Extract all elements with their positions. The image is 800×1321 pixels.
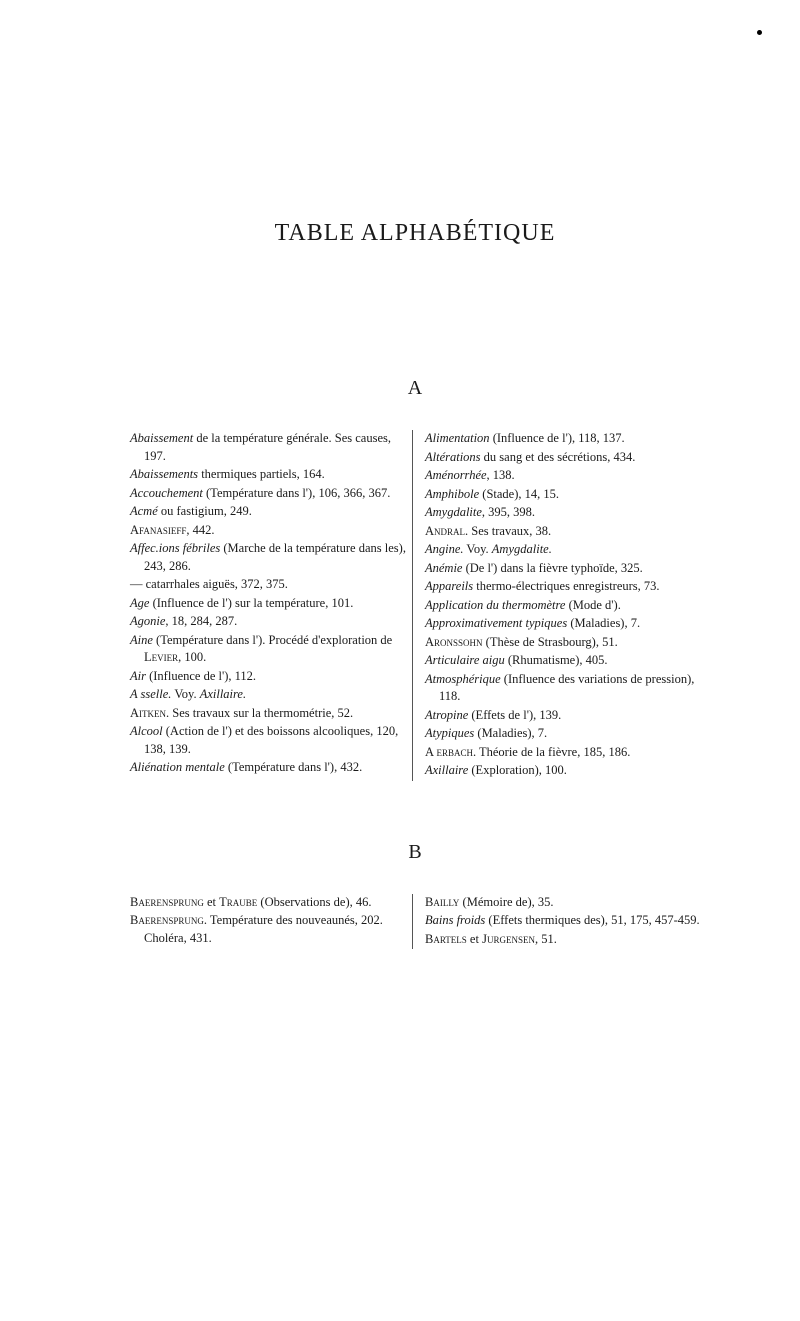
section-a-columns: Abaissement de la température générale. … (130, 430, 700, 781)
index-entry: Appareils thermo-électriques enregistreu… (425, 578, 700, 596)
index-entry: Affec.ions fébriles (Marche de la tempér… (130, 540, 408, 575)
index-entry: Afanasieff, 442. (130, 522, 408, 540)
index-entry: Air (Influence de l'), 112. (130, 668, 408, 686)
index-entry: Altérations du sang et des sécrétions, 4… (425, 449, 700, 467)
index-entry: — catarrhales aiguës, 372, 375. (130, 576, 408, 594)
page-marker (757, 30, 762, 35)
index-entry: Bailly (Mémoire de), 35. (425, 894, 700, 912)
index-entry: Aitken. Ses travaux sur la thermométrie,… (130, 705, 408, 723)
section-b-left-col: Baerensprung et Traube (Observations de)… (130, 894, 413, 950)
section-letter-a: A (130, 377, 700, 400)
index-entry: Aronssohn (Thèse de Strasbourg), 51. (425, 634, 700, 652)
section-b-columns: Baerensprung et Traube (Observations de)… (130, 894, 700, 950)
index-entry: Aine (Température dans l'). Procédé d'ex… (130, 632, 408, 667)
index-entry: Bartels et Jurgensen, 51. (425, 931, 700, 949)
index-entry: Approximativement typiques (Maladies), 7… (425, 615, 700, 633)
index-entry: Accouchement (Température dans l'), 106,… (130, 485, 408, 503)
section-a-left-col: Abaissement de la température générale. … (130, 430, 413, 781)
section-a-right-col: Alimentation (Influence de l'), 118, 137… (417, 430, 700, 781)
index-entry: Amphibole (Stade), 14, 15. (425, 486, 700, 504)
section-b-right-col: Bailly (Mémoire de), 35.Bains froids (Ef… (417, 894, 700, 950)
index-entry: Atypiques (Maladies), 7. (425, 725, 700, 743)
index-entry: A erbach. Théorie de la fièvre, 185, 186… (425, 744, 700, 762)
section-letter-b: B (130, 841, 700, 864)
page-content: TABLE ALPHABÉTIQUE A Abaissement de la t… (0, 0, 800, 989)
index-entry: Angine. Voy. Amygdalite. (425, 541, 700, 559)
index-entry: Application du thermomètre (Mode d'). (425, 597, 700, 615)
index-entry: Aménorrhée, 138. (425, 467, 700, 485)
section-b: B Baerensprung et Traube (Observations d… (130, 841, 700, 950)
index-entry: Baerensprung. Température des nouveaunés… (130, 912, 408, 947)
index-entry: Atropine (Effets de l'), 139. (425, 707, 700, 725)
index-entry: Anémie (De l') dans la fièvre typhoïde, … (425, 560, 700, 578)
index-entry: Abaissement de la température générale. … (130, 430, 408, 465)
index-entry: Andral. Ses travaux, 38. (425, 523, 700, 541)
index-entry: Age (Influence de l') sur la température… (130, 595, 408, 613)
index-entry: Acmé ou fastigium, 249. (130, 503, 408, 521)
index-entry: Baerensprung et Traube (Observations de)… (130, 894, 408, 912)
index-entry: Bains froids (Effets thermiques des), 51… (425, 912, 700, 930)
index-entry: Abaissements thermiques partiels, 164. (130, 466, 408, 484)
index-entry: Amygdalite, 395, 398. (425, 504, 700, 522)
index-entry: Atmosphérique (Influence des variations … (425, 671, 700, 706)
index-entry: Alimentation (Influence de l'), 118, 137… (425, 430, 700, 448)
page-title: TABLE ALPHABÉTIQUE (130, 220, 700, 247)
index-entry: A sselle. Voy. Axillaire. (130, 686, 408, 704)
index-entry: Axillaire (Exploration), 100. (425, 762, 700, 780)
index-entry: Articulaire aigu (Rhumatisme), 405. (425, 652, 700, 670)
index-entry: Alcool (Action de l') et des boissons al… (130, 723, 408, 758)
index-entry: Agonie, 18, 284, 287. (130, 613, 408, 631)
index-entry: Aliénation mentale (Température dans l')… (130, 759, 408, 777)
